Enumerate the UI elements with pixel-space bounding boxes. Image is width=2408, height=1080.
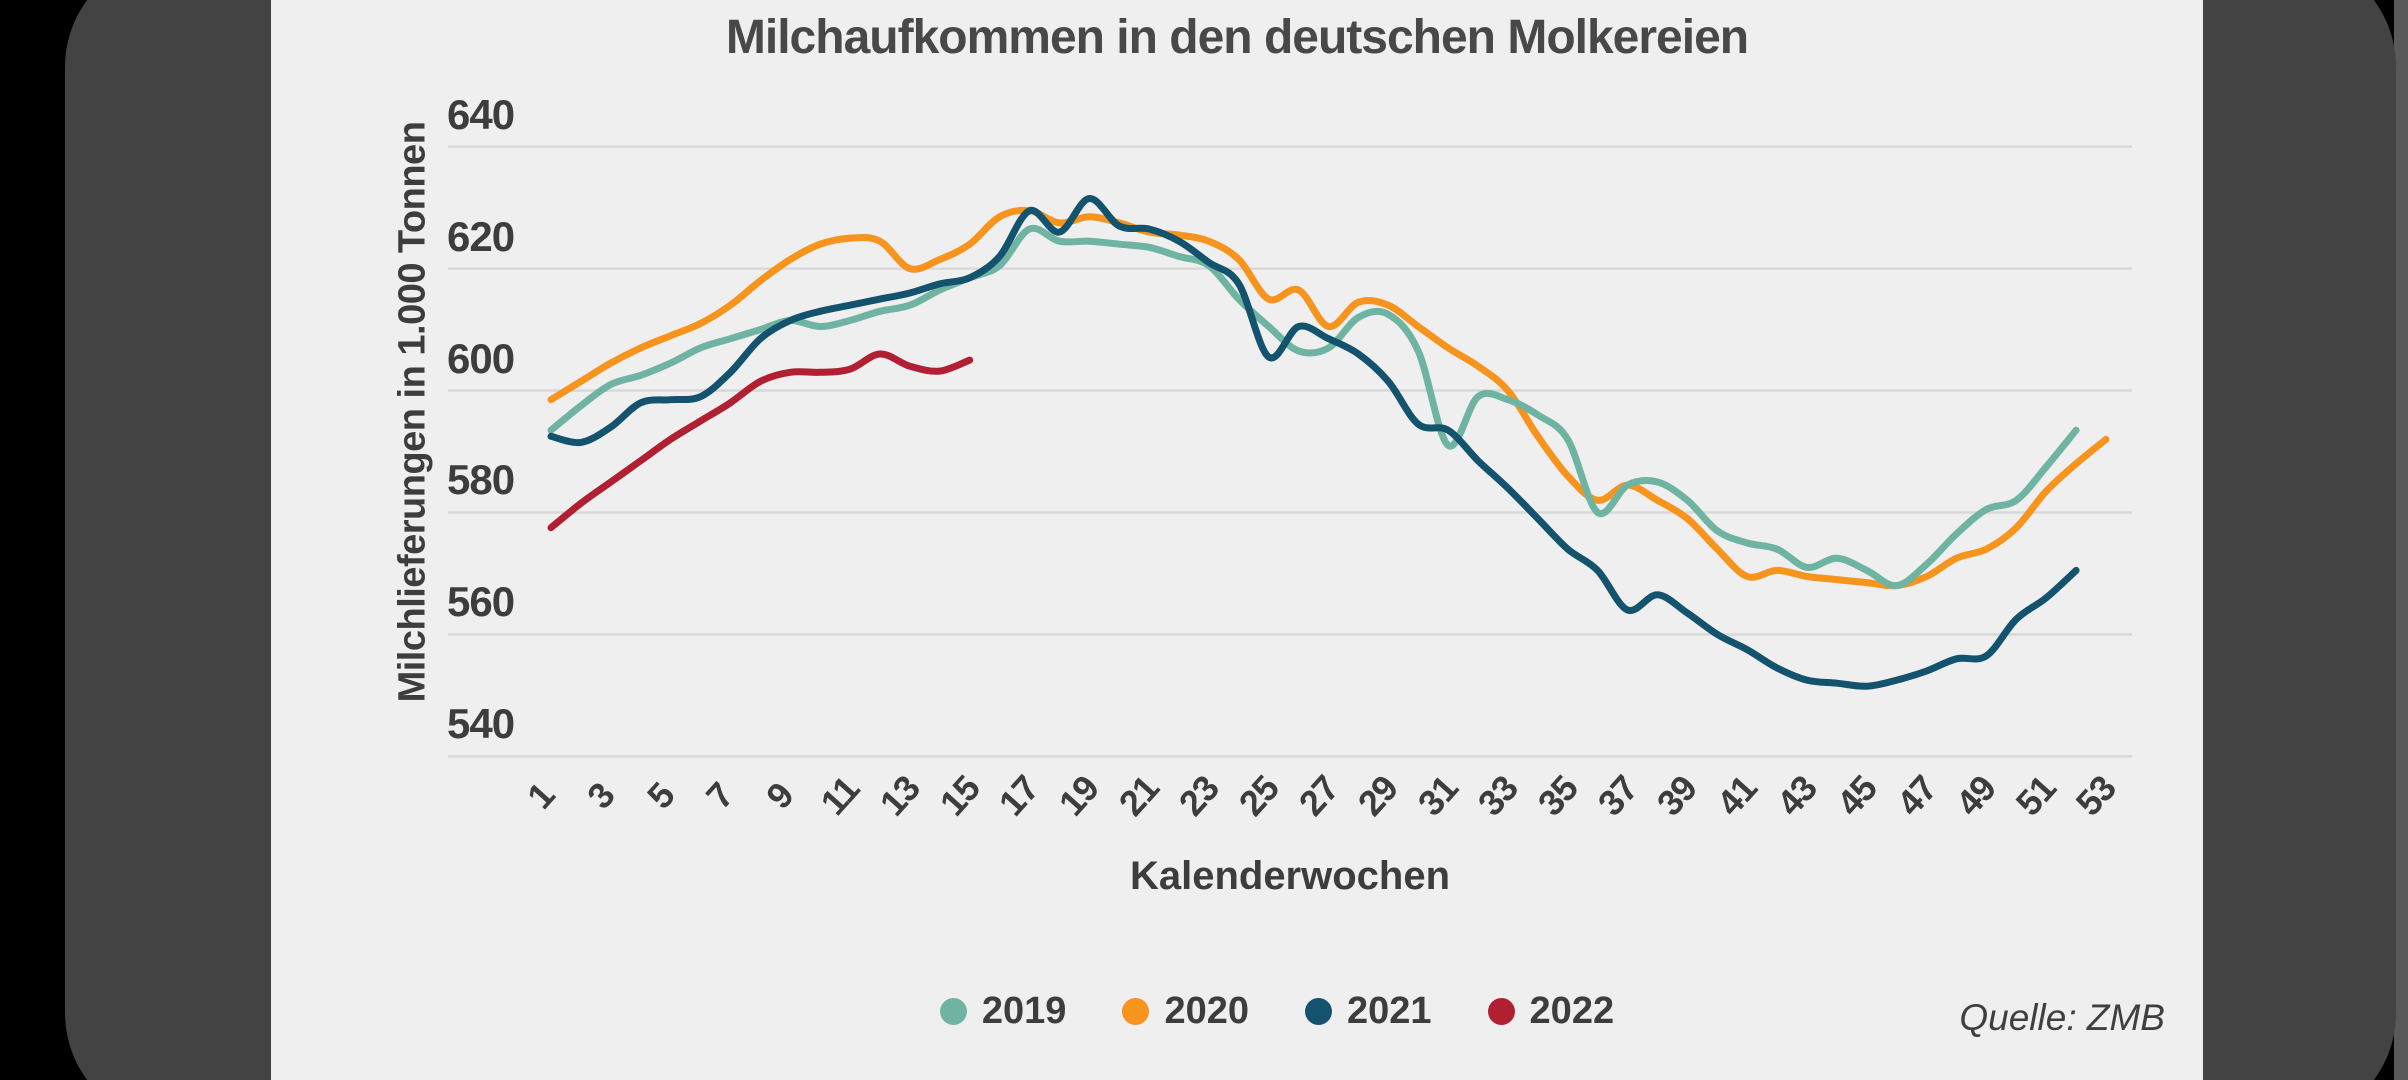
legend-dot-2019 [939, 998, 967, 1025]
y-tick-600: 600 [447, 334, 515, 382]
legend-label-2019: 2019 [981, 990, 1067, 1032]
series-line-2021 [547, 195, 2080, 690]
y-tick-620: 620 [447, 212, 515, 260]
y-tick-560: 560 [447, 578, 515, 626]
legend-item-2019: 2019 [939, 990, 1067, 1033]
source-note: Quelle: ZMB [1959, 997, 2165, 1038]
legend-dot-2022 [1487, 998, 1515, 1025]
legend-label-2022: 2022 [1529, 990, 1615, 1032]
series-line-2019 [547, 224, 2080, 590]
series-line-2022 [547, 350, 974, 532]
line-chart-plot [448, 145, 2132, 758]
chart-title: Milchaufkommen in den deutschen Molkerei… [725, 11, 1749, 64]
legend-dot-2021 [1305, 998, 1332, 1025]
series-line-2020 [547, 206, 2110, 590]
right-edge-strip [2394, 0, 2408, 1080]
chart-card: Milchaufkommen in den deutschen Molkerei… [271, 0, 2203, 1080]
legend-label-2020: 2020 [1164, 990, 1249, 1032]
legend-item-2021: 2021 [1305, 990, 1432, 1033]
legend-label-2021: 2021 [1347, 990, 1432, 1032]
device-frame: Milchaufkommen in den deutschen Molkerei… [65, 0, 2396, 1080]
legend-item-2020: 2020 [1122, 990, 1249, 1033]
legend-item-2022: 2022 [1487, 990, 1615, 1033]
y-tick-640: 640 [447, 90, 515, 138]
legend-dot-2020 [1122, 998, 1150, 1025]
chart-legend: 2019 2020 2021 2022 [351, 990, 2203, 1033]
x-axis-title: Kalenderwochen [1129, 854, 1451, 898]
y-tick-540: 540 [447, 700, 515, 748]
y-tick-580: 580 [447, 456, 515, 504]
